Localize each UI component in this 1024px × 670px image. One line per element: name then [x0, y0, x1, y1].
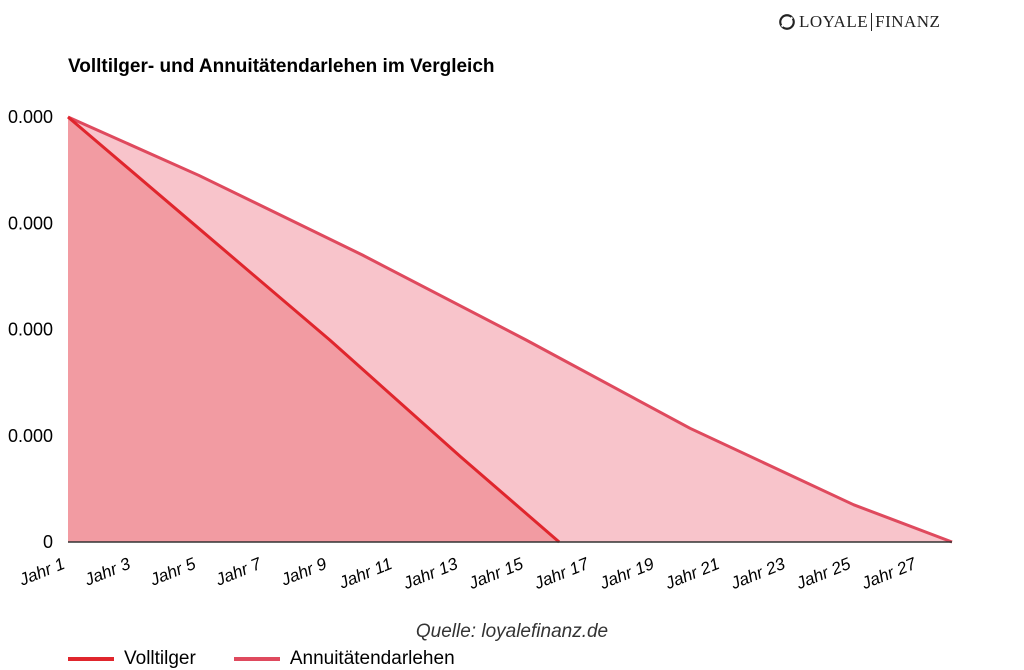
- x-tick-label: Jahr 15: [465, 554, 526, 593]
- brand-logo: LOYALE FINANZ: [778, 10, 940, 34]
- y-tick-label: 0.000: [8, 320, 53, 340]
- x-tick-label: Jahr 7: [212, 554, 264, 590]
- x-tick-label: Jahr 21: [662, 554, 723, 593]
- series-line-1: [67, 115, 561, 544]
- x-tick-label: Jahr 13: [400, 554, 461, 593]
- legend-label: Annuitätendarlehen: [289, 648, 455, 669]
- legend-swatch: [233, 657, 280, 661]
- x-tick-label: Jahr 3: [81, 554, 133, 590]
- legend-item-2: Annuitätendarlehen: [233, 648, 455, 670]
- logo-text-left: LOYALE: [799, 12, 869, 31]
- x-tick-label: Jahr 27: [858, 554, 919, 593]
- logo-ring-icon: [779, 14, 795, 30]
- y-tick-label: 0.000: [8, 213, 53, 233]
- x-tick-label: Jahr 11: [335, 554, 394, 593]
- x-tick-label: Jahr 1: [16, 554, 68, 590]
- legend-label: Volltilger: [124, 648, 196, 669]
- chart-legend: Volltilger Annuitätendarlehen: [68, 648, 455, 670]
- source-note: Quelle: loyalefinanz.de: [415, 621, 609, 642]
- x-tick-label: Jahr 25: [793, 554, 854, 593]
- logo-divider: [871, 13, 873, 31]
- y-tick-label: 0.000: [8, 426, 53, 446]
- y-tick-label: 0: [43, 532, 53, 552]
- x-tick-label: Jahr 19: [596, 554, 657, 593]
- logo-text-right: FINANZ: [875, 12, 941, 31]
- y-tick-label: 0.000: [8, 107, 53, 127]
- legend-swatch: [68, 657, 114, 661]
- series-line-2: [67, 115, 953, 544]
- x-tick-label: Jahr 5: [147, 554, 199, 590]
- legend-item-1: Volltilger: [68, 648, 196, 670]
- x-tick-label: Jahr 17: [531, 554, 592, 593]
- x-tick-label: Jahr 23: [727, 554, 788, 593]
- x-tick-label: Jahr 9: [278, 554, 330, 590]
- chart-title: Volltilger- und Annuitätendarlehen im Ve…: [68, 56, 495, 77]
